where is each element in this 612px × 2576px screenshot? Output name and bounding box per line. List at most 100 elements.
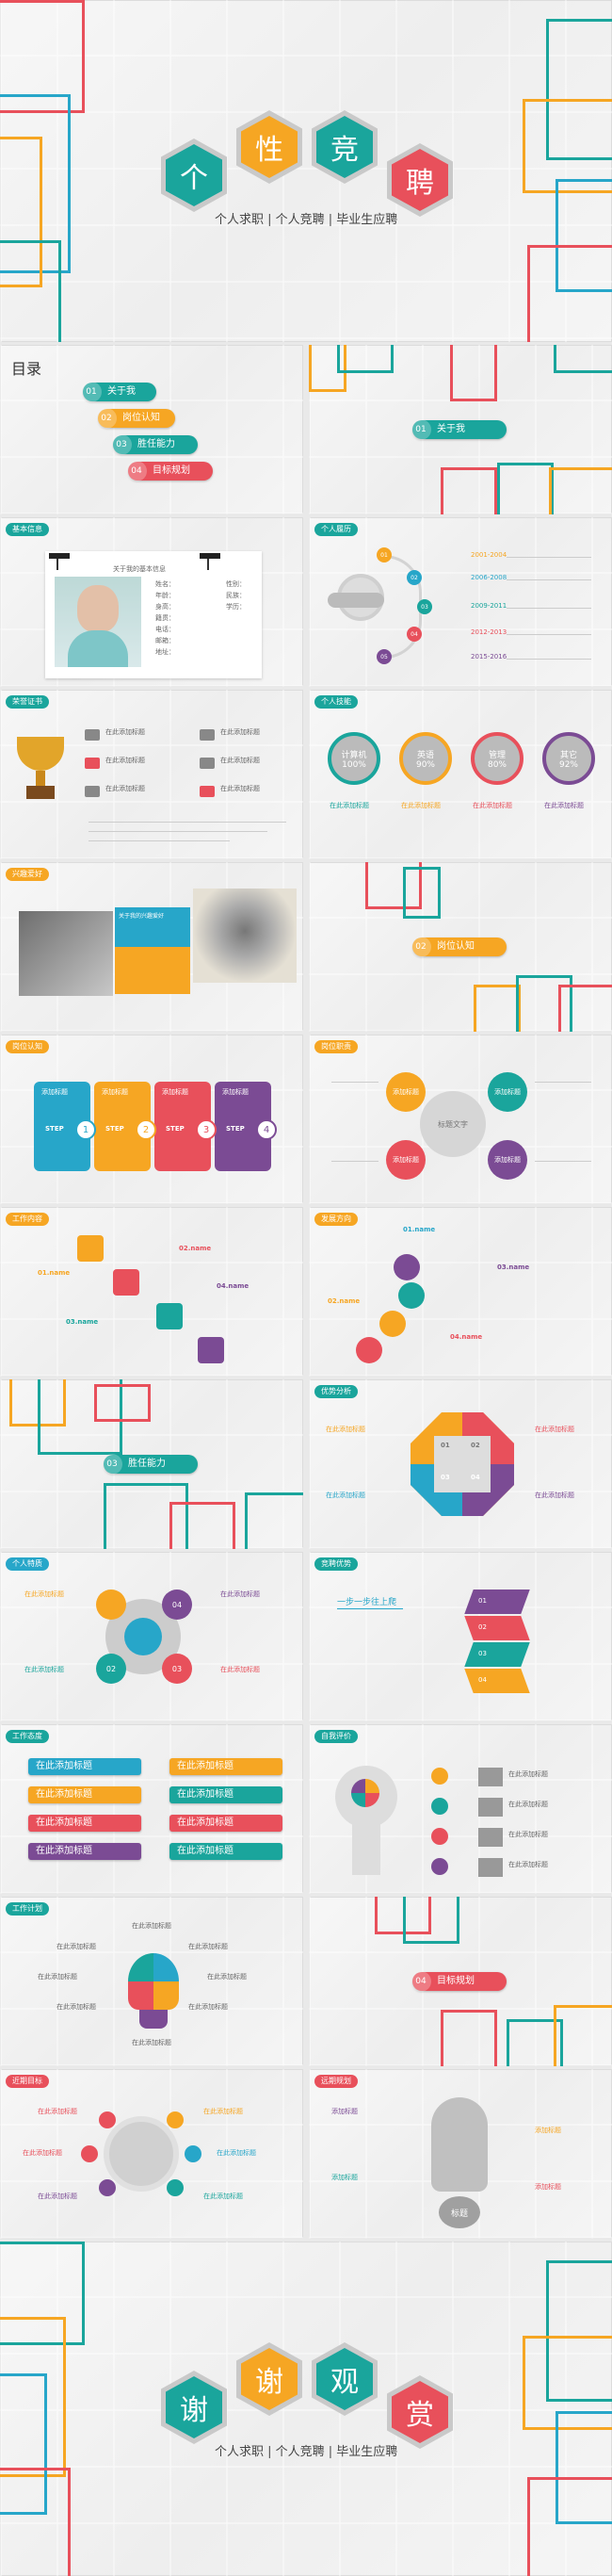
section-pill: 03 胜任能力 <box>102 1454 198 1475</box>
wave-node <box>394 1254 420 1280</box>
cover-char: 性 <box>241 116 298 178</box>
gear-icon <box>104 2116 179 2192</box>
gear-slide: 近期目标 在此添加标题 在此添加标题 在此添加标题 在此添加标题 在此添加标题 … <box>0 2069 303 2239</box>
arrow-bar: 在此添加标题 <box>169 1815 282 1832</box>
arrow-bar: 在此添加标题 <box>28 1758 141 1775</box>
deco-line <box>523 99 612 193</box>
deco-line <box>546 19 612 160</box>
slide-tag: 竞聘优势 <box>314 1557 358 1571</box>
slide-tag: 工作计划 <box>6 1902 49 1916</box>
arrow-bar: 在此添加标题 <box>169 1786 282 1803</box>
section1-slide: 01 关于我 <box>309 345 612 514</box>
slide-tag: 岗位认知 <box>6 1040 49 1053</box>
slide-tag: 远期规划 <box>314 2075 358 2088</box>
toc-slide: 目录 01 关于我 02 岗位认知 03 胜任能力 04 目标规划 <box>0 345 303 514</box>
wave-node <box>379 1311 406 1337</box>
slide-tag: 近期目标 <box>6 2075 49 2088</box>
slide-tag: 个人履历 <box>314 523 358 536</box>
slide-tag: 发展方向 <box>314 1213 358 1226</box>
deco-line <box>0 94 71 273</box>
stair-band <box>464 1616 530 1640</box>
toc-title: 目录 <box>11 360 42 378</box>
arrow-bar: 在此添加标题 <box>169 1758 282 1775</box>
deco-line <box>0 0 85 113</box>
arrow-bar: 在此添加标题 <box>28 1815 141 1832</box>
toc-item[interactable]: 01 关于我 <box>81 382 156 402</box>
warn-center: 标题 <box>439 2196 480 2228</box>
end-char: 谢 <box>166 2376 222 2438</box>
stair-band <box>464 1642 530 1667</box>
deco-line <box>527 245 612 342</box>
wave-node <box>398 1282 425 1309</box>
stair-band <box>464 1590 530 1614</box>
slide-tag: 岗位职责 <box>314 1040 358 1053</box>
section-pill: 01 关于我 <box>411 419 507 440</box>
skill-ring: 计算机 100% <box>328 732 380 785</box>
cover-char: 竞 <box>316 116 373 178</box>
section3-slide: 03 胜任能力 <box>0 1379 303 1549</box>
award-slide: 荣誉证书 在此添加标题 在此添加标题 在此添加标题 在此添加标题 在此添加标题 … <box>0 690 303 859</box>
arrow-bar: 在此添加标题 <box>28 1786 141 1803</box>
octagon-slide: 优势分析 01 02 03 04 在此添加标题 在此添加标题 在此添加标题 在此… <box>309 1379 612 1549</box>
deco-line <box>0 137 42 287</box>
cover-char: 个 <box>166 144 222 206</box>
head-slide: 自我评价 在此添加标题 在此添加标题 在此添加标题 在此添加标题 <box>309 1724 612 1894</box>
cycle-slide: 岗位职责 标题文字 添加标题 添加标题 添加标题 添加标题 <box>309 1035 612 1204</box>
toc-item[interactable]: 03 胜任能力 <box>111 434 198 455</box>
slide-tag: 兴趣爱好 <box>6 868 49 881</box>
cover-char: 聘 <box>392 149 448 211</box>
slide-tag: 个人技能 <box>314 695 358 709</box>
slide-tag: 个人特质 <box>6 1557 49 1571</box>
toc-item[interactable]: 04 目标规划 <box>126 461 213 481</box>
section2-slide: 02 岗位认知 <box>309 862 612 1032</box>
resume-slide: 基本信息 关于我的基本信息 姓名： 性别： 年龄： 民族： 身高： 学历： 籍贯… <box>0 517 303 687</box>
thanks-slide: 谢 谢 观 赏 个人求职 | 个人竞聘 | 毕业生应聘 <box>0 2242 612 2576</box>
section-pill: 04 目标规划 <box>411 1971 507 1992</box>
warn-slide: 远期规划 标题 添加标题 添加标题 添加标题 添加标题 <box>309 2069 612 2239</box>
slide-tag: 自我评价 <box>314 1730 358 1743</box>
resume-card-title: 关于我的基本信息 <box>113 565 166 573</box>
trophy-icon <box>17 737 64 771</box>
skills-slide: 个人技能 计算机 100% 英语 90% 管理 80% 其它 92% 在此添加标题 在此… <box>309 690 612 859</box>
stair-band <box>464 1669 530 1693</box>
stair-step <box>77 1235 104 1262</box>
deco-line <box>0 240 61 342</box>
arrows-slide: 工作态度 在此添加标题 在此添加标题 在此添加标题 在此添加标题 在此添加标题 … <box>0 1724 303 1894</box>
stair-step <box>156 1303 183 1329</box>
cover-subtitle: 个人求职 | 个人竞聘 | 毕业生应聘 <box>215 213 398 227</box>
stairs-heading: 一步一步往上爬 <box>337 1598 397 1607</box>
stairs-slide: 工作内容 01.name 02.name 03.name 04.name <box>0 1207 303 1377</box>
timeline-slide: 个人履历 01 02 03 04 05 2001-2004 2006-2008 … <box>309 517 612 687</box>
section4-slide: 04 目标规划 <box>309 1897 612 2066</box>
sketch-photo <box>193 889 297 983</box>
cover-slide: 个 性 竞 聘 个人求职 | 个人竞聘 | 毕业生应聘 <box>0 0 612 342</box>
end-char: 赏 <box>392 2381 448 2443</box>
hobby-text-box <box>115 907 190 947</box>
steps-slide: 岗位认知 添加标题 添加标题 添加标题 添加标题 STEP STEP STEP … <box>0 1035 303 1204</box>
stairs2-slide: 竞聘优势 一步一步往上爬 01 02 03 04 <box>309 1552 612 1721</box>
wave-slide: 发展方向 01.name 02.name 03.name 04.name <box>309 1207 612 1377</box>
slide-tag: 工作内容 <box>6 1213 49 1226</box>
toc-item[interactable]: 02 岗位认知 <box>96 408 175 429</box>
end-char: 观 <box>316 2348 373 2410</box>
arrow-bar: 在此添加标题 <box>169 1843 282 1860</box>
slide-tag: 荣誉证书 <box>6 695 49 709</box>
end-char: 谢 <box>241 2348 298 2410</box>
wave-node <box>356 1337 382 1363</box>
skill-ring: 英语 90% <box>399 732 452 785</box>
slide-tag: 基本信息 <box>6 523 49 536</box>
bulb-icon <box>128 1953 179 2010</box>
skill-ring: 其它 92% <box>542 732 595 785</box>
arrow-bar: 在此添加标题 <box>28 1843 141 1860</box>
end-subtitle: 个人求职 | 个人竞聘 | 毕业生应聘 <box>215 2445 398 2459</box>
stair-step <box>198 1337 224 1363</box>
sculpture-photo <box>19 911 113 996</box>
slide-tag: 优势分析 <box>314 1385 358 1398</box>
bulb-slide: 工作计划 在此添加标题 在此添加标题 在此添加标题 在此添加标题 在此添加标题 … <box>0 1897 303 2066</box>
hobby-slide: 兴趣爱好 关于我的兴趣爱好 <box>0 862 303 1032</box>
skill-ring: 管理 80% <box>471 732 523 785</box>
stair-step <box>113 1269 139 1296</box>
deco-line <box>556 179 612 292</box>
slide-tag: 工作态度 <box>6 1730 49 1743</box>
cycle-center: 标题文字 <box>420 1091 486 1157</box>
